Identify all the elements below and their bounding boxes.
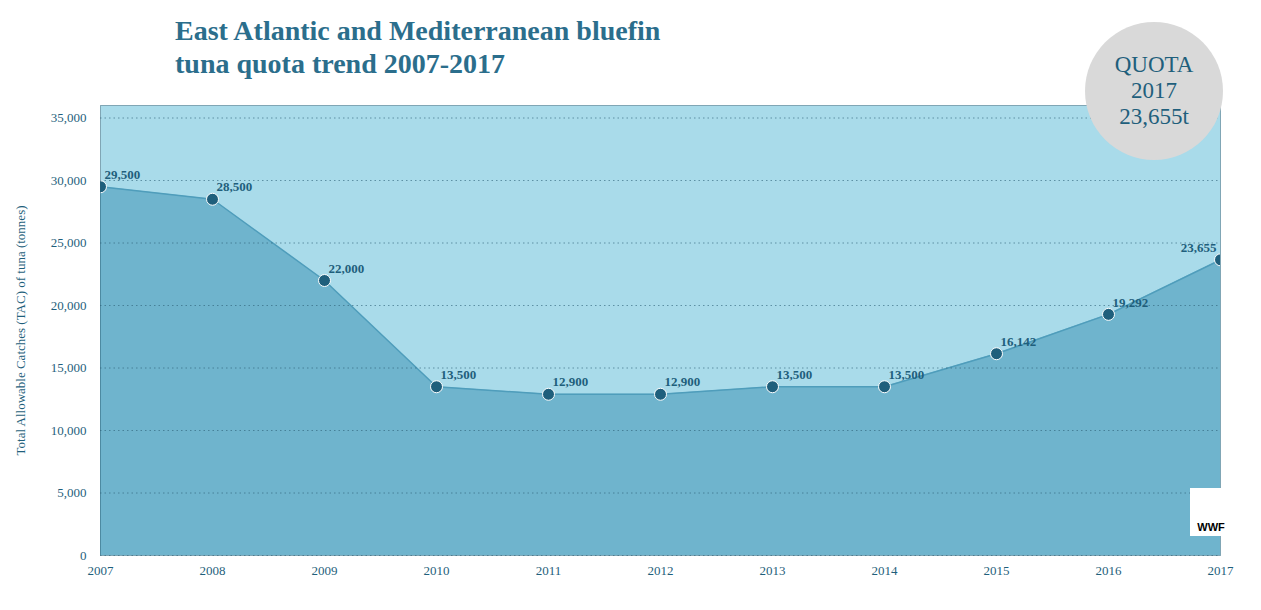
- svg-text:13,500: 13,500: [777, 367, 813, 382]
- svg-text:22,000: 22,000: [329, 261, 365, 276]
- svg-text:23,655: 23,655: [1181, 240, 1217, 255]
- svg-text:2016: 2016: [1096, 563, 1123, 578]
- svg-text:30,000: 30,000: [51, 173, 87, 188]
- html-text:23,655t: 23,655t: [1119, 104, 1189, 129]
- html-text:East Atlantic and Mediterranea: East Atlantic and Mediterranean bluefin …: [175, 15, 661, 79]
- svg-text:12,900: 12,900: [665, 374, 701, 389]
- svg-text:13,500: 13,500: [889, 367, 925, 382]
- svg-text:12,900: 12,900: [553, 374, 589, 389]
- svg-text:28,500: 28,500: [217, 179, 253, 194]
- svg-text:29,500: 29,500: [105, 167, 141, 182]
- svg-text:2008: 2008: [200, 563, 226, 578]
- svg-text:2010: 2010: [424, 563, 450, 578]
- svg-text:35,000: 35,000: [51, 110, 87, 125]
- svg-text:10,000: 10,000: [51, 423, 87, 438]
- svg-text:15,000: 15,000: [51, 360, 87, 375]
- html-text:WWF: WWF: [1197, 521, 1225, 533]
- svg-text:2012: 2012: [648, 563, 674, 578]
- svg-text:13,500: 13,500: [441, 367, 477, 382]
- svg-text:2007: 2007: [88, 563, 115, 578]
- svg-text:2011: 2011: [536, 563, 562, 578]
- svg-text:2017: 2017: [1208, 563, 1235, 578]
- svg-text:5,000: 5,000: [57, 485, 86, 500]
- svg-text:0: 0: [80, 548, 87, 563]
- svg-text:20,000: 20,000: [51, 298, 87, 313]
- svg-text:2009: 2009: [312, 563, 338, 578]
- svg-text:2014: 2014: [872, 563, 899, 578]
- svg-text:19,292: 19,292: [1113, 295, 1149, 310]
- svg-text:25,000: 25,000: [51, 235, 87, 250]
- html-text:QUOTA: QUOTA: [1114, 52, 1194, 77]
- html-text:2017: 2017: [1131, 78, 1177, 103]
- svg-text:16,142: 16,142: [1001, 334, 1037, 349]
- svg-text:Total Allowable Catches (TAC): Total Allowable Catches (TAC) of tuna (t…: [13, 205, 28, 455]
- svg-text:2015: 2015: [984, 563, 1010, 578]
- svg-text:2013: 2013: [760, 563, 786, 578]
